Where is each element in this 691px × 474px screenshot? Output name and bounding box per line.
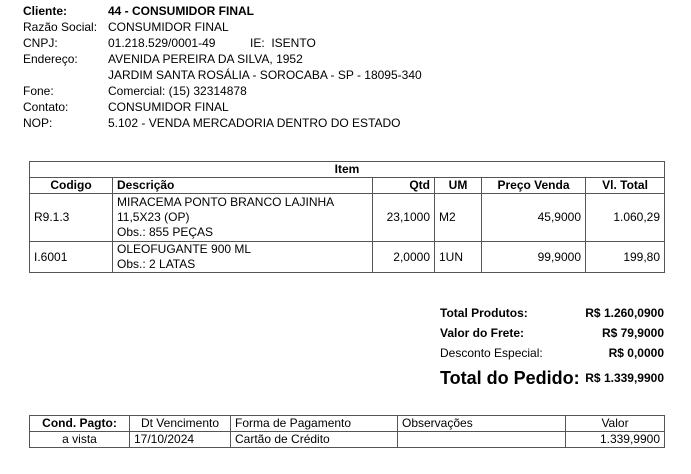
col-um: UM [434,177,482,194]
preco: 99,9000 [481,241,586,273]
table-row: R9.1.3 MIRACEMA PONTO BRANCO LAJINHA 11,5… [29,193,666,242]
ie-value: IE: ISENTO [250,36,316,50]
total-produtos-value: R$ 1.260,0900 [585,306,664,320]
qtd: 2,0000 [372,241,435,273]
cond: a vista [29,431,130,448]
totals: Total Produtos: R$ 1.260,0900 Valor do Fr… [440,303,664,391]
obs: Obs.: 2 LATAS [117,257,196,271]
razao-value: CONSUMIDOR FINAL [108,20,229,34]
total-pedido-label: Total do Pedido: [440,368,580,388]
col-total: Vl. Total [584,177,666,194]
desconto-label: Desconto Especial: [440,346,543,360]
desc-line: 11,5X23 (OP) [117,210,190,224]
col-forma: Forma de Pagamento [230,415,398,432]
cliente-value: 44 - CONSUMIDOR FINAL [108,4,255,18]
fone-value: Comercial: (15) 32314878 [108,84,247,98]
col-qtd: Qtd [372,177,435,194]
endereco-line1: AVENIDA PEREIRA DA SILVA, 1952 [108,52,303,66]
endereco-label: Endereço: [23,52,78,66]
valor: 1.339,9900 [565,431,665,448]
col-descricao: Descrição [112,177,373,194]
preco: 45,9000 [481,193,586,242]
total: 1.060,29 [584,193,666,242]
col-preco: Preço Venda [481,177,586,194]
total: 199,80 [584,241,666,273]
fone-label: Fone: [23,84,54,98]
items-title: Item [28,161,666,178]
obs [397,431,566,448]
col-valor: Valor [565,415,665,432]
contato-label: Contato: [23,100,69,114]
endereco-line2: JARDIM SANTA ROSÁLIA - SOROCABA - SP - 1… [108,68,422,82]
nop-value: 5.102 - VENDA MERCADORIA DENTRO DO ESTAD… [108,116,401,130]
frete-value: R$ 79,9000 [601,326,664,340]
qtd: 23,1000 [372,193,435,242]
desc-line: OLEOFUGANTE 900 ML [117,242,252,256]
codigo: R9.1.3 [29,193,113,242]
forma: Cartão de Crédito [230,431,398,448]
contato-value: CONSUMIDOR FINAL [108,100,229,114]
um: 1UN [434,241,482,273]
cnpj-value: 01.218.529/0001-49 [108,36,216,50]
total-pedido-value: R$ 1.339,9900 [585,371,664,385]
venc: 17/10/2024 [129,431,231,448]
items-table: Item Codigo Descrição Qtd UM Preço Venda… [28,161,666,273]
obs: Obs.: 855 PEÇAS [117,225,214,239]
desconto-value: R$ 0,0000 [608,346,664,360]
table-row: a vista 17/10/2024 Cartão de Crédito 1.3… [29,431,665,448]
col-venc: Dt Vencimento [129,415,231,432]
cliente-label: Cliente: [23,4,68,18]
razao-label: Razão Social: [23,20,98,34]
nop-label: NOP: [23,116,53,130]
desc-line: MIRACEMA PONTO BRANCO LAJINHA [117,195,335,209]
col-obs: Observações [397,415,566,432]
cnpj-label: CNPJ: [23,36,58,50]
table-row: I.6001 OLEOFUGANTE 900 ML Obs.: 2 LATAS 2… [29,241,666,273]
total-produtos-label: Total Produtos: [440,306,528,320]
col-codigo: Codigo [29,177,113,194]
descricao: MIRACEMA PONTO BRANCO LAJINHA 11,5X23 (OP… [112,193,373,242]
col-cond: Cond. Pagto: [29,415,130,432]
payment-table: Cond. Pagto: Dt Vencimento Forma de Paga… [29,415,665,448]
um: M2 [434,193,482,242]
descricao: OLEOFUGANTE 900 ML Obs.: 2 LATAS [112,241,373,273]
codigo: I.6001 [29,241,113,273]
frete-label: Valor do Frete: [440,326,525,340]
